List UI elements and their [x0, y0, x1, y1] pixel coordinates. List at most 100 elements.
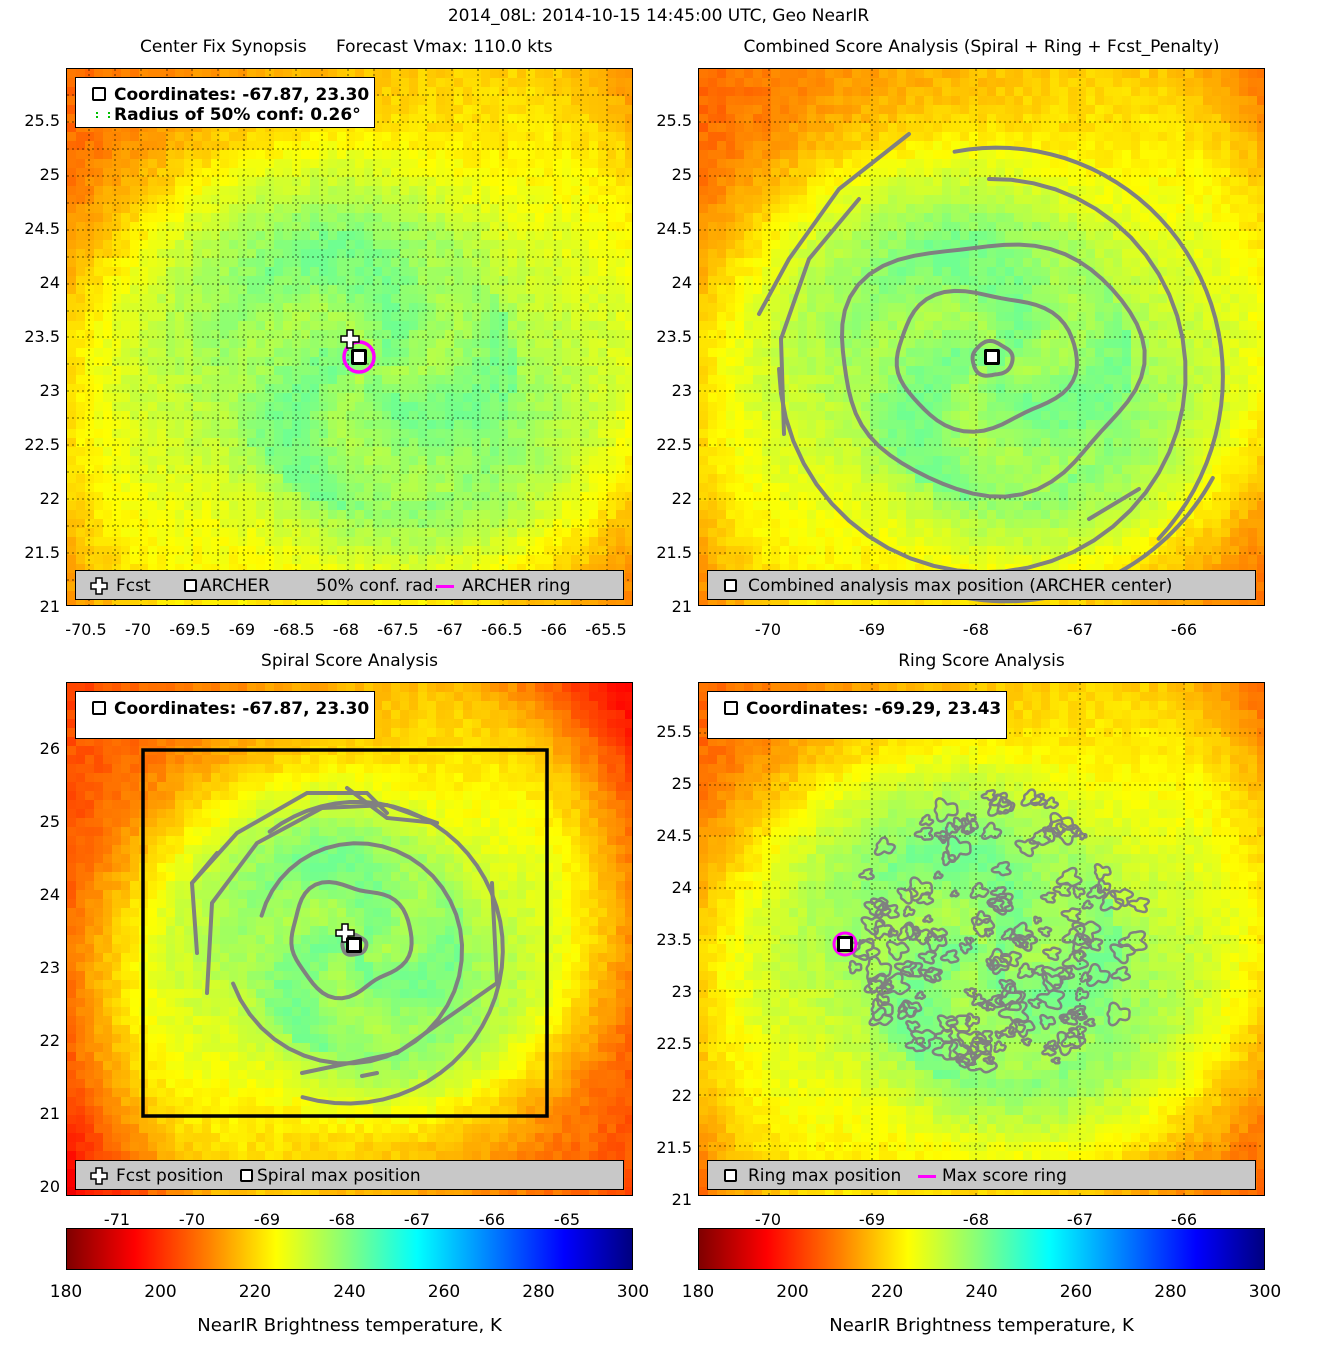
bl-bottom-legend: Fcst position Spiral max position: [75, 1160, 624, 1190]
score-ring-legend-icon: [918, 1175, 936, 1178]
grid-lines: [699, 683, 1264, 1195]
tl-y-tick: 21.5: [24, 543, 60, 562]
spiral-arm-2: [952, 145, 1225, 541]
ring-score-contours: [845, 788, 1151, 1074]
archer-square-icon: [92, 87, 106, 101]
tl-x-tick: -65.5: [585, 620, 627, 639]
tr-x-tick: -69: [858, 620, 886, 639]
tr-y-tick: 21.5: [656, 543, 692, 562]
br-y-tick: 21: [671, 1190, 692, 1209]
bl-heatmap: [67, 683, 632, 1195]
bl-title: Spiral Score Analysis: [261, 651, 438, 671]
tl-x-tick: -70.5: [65, 620, 107, 639]
tr-bottom-legend: Combined analysis max position (ARCHER c…: [707, 570, 1256, 600]
contour-3: [839, 242, 1147, 499]
br-y-tick: 24: [671, 878, 692, 897]
br-overlay: [699, 683, 1264, 1195]
fcst-cross-icon: [90, 1167, 108, 1185]
legend-conf-rad: 50% conf. rad.: [316, 576, 439, 596]
bl-info-legend: Coordinates: -67.87, 23.30: [75, 691, 375, 739]
tl-bottom-legend: Fcst ARCHER 50% conf. rad. ARCHER ring: [75, 570, 624, 600]
colorbar-right-label: NearIR Brightness temperature, K: [829, 1315, 1134, 1336]
ring-max-legend-icon: [724, 1169, 737, 1182]
max-score-ring: [832, 931, 858, 957]
tr-y-tick: 22: [671, 489, 692, 508]
combined-max-marker: [984, 349, 1000, 365]
spiral-square-icon: [92, 701, 106, 715]
tr-title: Combined Score Analysis (Spiral + Ring +…: [743, 37, 1220, 57]
bl-x-tick: -68: [328, 1210, 356, 1229]
spiral-arm-7: [360, 1071, 379, 1078]
bl-x-tick: -71: [103, 1210, 131, 1229]
ring-score-plot: Coordinates: -69.29, 23.43 Ring max posit…: [698, 682, 1265, 1196]
bl-x-tick: -67: [403, 1210, 431, 1229]
ring-legend-icon: [436, 585, 454, 588]
br-bottom-legend: Ring max position Max score ring: [707, 1160, 1256, 1190]
tl-y-tick: 23.5: [24, 327, 60, 346]
spiral-arm-5: [778, 197, 861, 436]
br-x-tick: -70: [754, 1210, 782, 1229]
spiral-arm-1: [231, 841, 465, 1066]
spiral-arm-6: [300, 881, 500, 1075]
tl-x-tick: -70: [124, 620, 152, 639]
tl-y-tick: 25.5: [24, 111, 60, 130]
tr-y-tick: 23.5: [656, 327, 692, 346]
bl-y-tick: 21: [39, 1104, 60, 1123]
ring-square-icon: [724, 701, 738, 715]
br-x-tick: -68: [962, 1210, 990, 1229]
colorbar-tick: 220: [238, 1282, 272, 1302]
tr-heatmap: [699, 69, 1264, 605]
archer-center-marker: [351, 349, 367, 365]
contour-1: [970, 338, 1015, 378]
center-fix-synopsis-plot: Coordinates: -67.87, 23.30 Radius of 50% …: [66, 68, 633, 606]
tl-conf-radius: Radius of 50% conf: 0.26°: [114, 105, 361, 125]
spiral-arm-2: [267, 800, 505, 1106]
combined-score-contours: [757, 132, 1225, 604]
tl-y-tick: 25: [39, 165, 60, 184]
contour-2: [894, 288, 1079, 434]
tr-y-tick: 25.5: [656, 111, 692, 130]
archer-legend-icon: [184, 579, 197, 592]
colorbar-tick: 300: [616, 1282, 650, 1302]
spiral-score-plot: Coordinates: -67.87, 23.30 Fcst position S…: [66, 682, 633, 1196]
tl-x-tick: -66: [540, 620, 568, 639]
tl-info-legend: Coordinates: -67.87, 23.30 Radius of 50% …: [75, 77, 375, 128]
br-y-tick: 24.5: [656, 826, 692, 845]
brightness-temperature-field: [67, 683, 632, 1195]
legend-spiral-max: Spiral max position: [257, 1166, 421, 1186]
tl-x-tick: -67.5: [377, 620, 419, 639]
tl-y-tick: 24: [39, 273, 60, 292]
spiral-arm-3: [205, 802, 439, 995]
br-info-legend: Coordinates: -69.29, 23.43: [707, 691, 1007, 739]
bl-y-tick: 24: [39, 885, 60, 904]
bl-x-tick: -66: [478, 1210, 506, 1229]
legend-archer: ARCHER: [200, 576, 270, 596]
colorbar-tick: 180: [681, 1282, 715, 1302]
tl-y-tick: 23: [39, 381, 60, 400]
br-y-tick: 23.5: [656, 930, 692, 949]
colorbar-left: [66, 1228, 633, 1270]
spiral-arm-6: [1087, 487, 1141, 521]
tr-x-tick: -68: [962, 620, 990, 639]
br-coordinates: Coordinates: -69.29, 23.43: [746, 699, 1002, 719]
legend-archer-ring: ARCHER ring: [462, 576, 571, 596]
colorbar-tick: 240: [333, 1282, 366, 1302]
br-y-tick: 23: [671, 982, 692, 1001]
bl-y-tick: 20: [39, 1177, 60, 1196]
tr-y-tick: 25: [671, 165, 692, 184]
brightness-temperature-field: [699, 69, 1264, 605]
spiral-arm-4: [189, 791, 389, 955]
colorbar-tick: 260: [1059, 1282, 1093, 1302]
combined-score-plot: Combined analysis max position (ARCHER c…: [698, 68, 1265, 606]
bl-y-tick: 23: [39, 958, 60, 977]
colorbar-right: [698, 1228, 1265, 1270]
tl-x-tick: -69.5: [169, 620, 211, 639]
tl-x-tick: -68: [332, 620, 360, 639]
bl-x-tick: -70: [178, 1210, 206, 1229]
tl-overlay: [67, 69, 632, 605]
tr-y-tick: 24.5: [656, 219, 692, 238]
br-title: Ring Score Analysis: [898, 651, 1065, 671]
bl-coordinates: Coordinates: -67.87, 23.30: [114, 699, 370, 719]
tr-y-tick: 23: [671, 381, 692, 400]
colorbar-tick: 280: [1154, 1282, 1187, 1302]
